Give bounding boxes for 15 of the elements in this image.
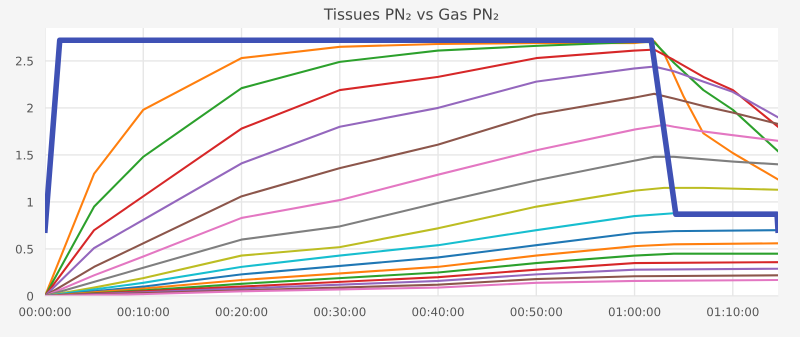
y-tick-label: 1 — [28, 198, 33, 206]
y-tick-label: 2.5 — [16, 56, 33, 66]
x-tick-label: 00:10:00 — [118, 307, 169, 316]
y-tick-label: 1.5 — [16, 150, 33, 160]
x-tick-label: 00:50:00 — [510, 307, 562, 316]
y-tick-label: 0 — [27, 292, 34, 301]
x-tick-label: 01:10:00 — [707, 307, 759, 316]
y-tick-label: 2 — [27, 104, 33, 112]
x-tick-label: 00:40:00 — [412, 307, 464, 316]
y-tick-label: 0.5 — [16, 244, 33, 254]
x-tick-label: 00:20:00 — [216, 307, 268, 316]
chart-title: Tissues PN₂ vs Gas PN₂ — [324, 8, 498, 20]
x-tick-label: 00:30:00 — [314, 307, 366, 316]
x-tick-label: 00:00:00 — [19, 307, 71, 316]
x-tick-label: 01:00:00 — [608, 307, 660, 316]
